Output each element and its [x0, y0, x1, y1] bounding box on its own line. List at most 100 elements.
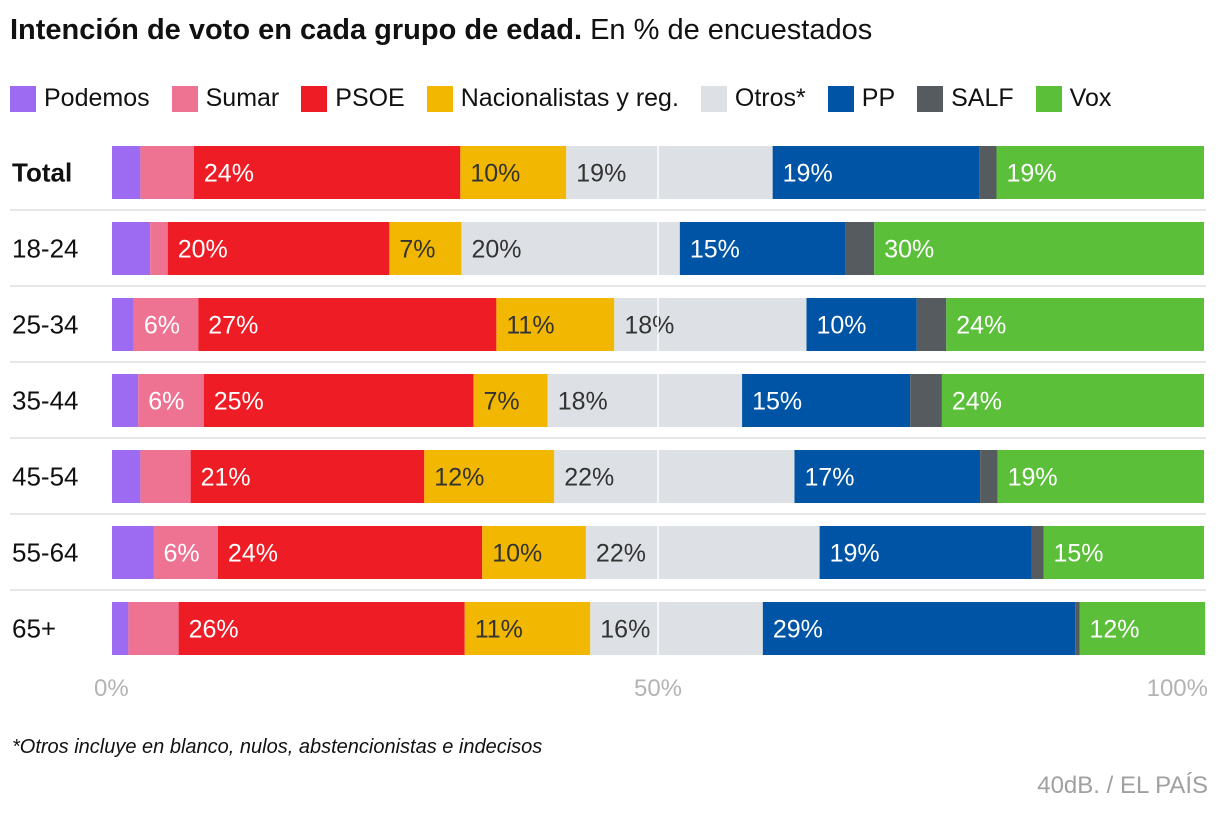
bar-segment: [772, 146, 980, 199]
segment-label: 20%: [178, 236, 228, 264]
x-tick-label: 50%: [634, 675, 682, 702]
bar-segment: [845, 222, 875, 275]
segment-label: 12%: [434, 464, 484, 492]
segment-label: 29%: [773, 616, 823, 644]
bar-segment: [217, 526, 483, 579]
segment-label: 19%: [783, 160, 833, 188]
segment-label: 19%: [576, 160, 626, 188]
row-label: 25-34: [12, 310, 79, 340]
segment-label: 15%: [690, 236, 740, 264]
row-label: Total: [12, 158, 72, 188]
legend-item: PP: [827, 84, 896, 113]
chart-title: Intención de voto en cada grupo de edad.…: [10, 14, 872, 47]
bar-segment: [193, 146, 461, 199]
legend-item: Otros*: [700, 84, 806, 113]
bar-segment: [496, 298, 615, 351]
segment-label: 25%: [214, 388, 264, 416]
legend-item: Podemos: [10, 84, 150, 113]
bar-segment: [153, 526, 218, 579]
legend-label: Sumar: [205, 84, 280, 112]
row-label: 18-24: [12, 234, 79, 264]
segment-label: 6%: [144, 312, 180, 340]
legend: Podemos Sumar PSOE Nacionalistas y reg. Otro…: [10, 84, 1133, 113]
bar-segment: [150, 222, 168, 275]
legend-label: SALF: [951, 84, 1014, 112]
segment-label: 15%: [1053, 540, 1103, 568]
legend-swatch: [10, 85, 36, 112]
bar-segment: [762, 602, 1076, 655]
bar-segment: [112, 374, 139, 427]
bar-segment: [1031, 526, 1044, 579]
legend-label: Vox: [1069, 84, 1112, 112]
bar-segment: [585, 526, 820, 579]
segment-label: 10%: [817, 312, 867, 340]
bar-segment: [590, 602, 763, 655]
bar-segment: [133, 298, 199, 351]
segment-label: 20%: [471, 236, 521, 264]
legend-label: PP: [861, 84, 896, 112]
bar-segment: [1043, 526, 1204, 579]
bar-segment: [112, 222, 151, 275]
legend-swatch: [827, 85, 854, 112]
segment-label: 24%: [204, 160, 254, 188]
bar-segment: [566, 146, 773, 199]
legend-swatch: [301, 85, 328, 112]
segment-label: 18%: [624, 312, 674, 340]
bar-segment: [461, 222, 680, 275]
segment-label: 19%: [830, 540, 880, 568]
bar-segment: [482, 526, 586, 579]
legend-item: Sumar: [171, 84, 280, 113]
bar-segment: [112, 146, 141, 199]
segment-label: 12%: [1090, 616, 1140, 644]
bar-segment: [742, 374, 911, 427]
bar-segment: [941, 374, 1204, 427]
bar-segment: [806, 298, 917, 351]
segment-label: 26%: [189, 616, 239, 644]
bar-segment: [190, 450, 425, 503]
bar-segment: [910, 374, 942, 427]
footnote: *Otros incluye en blanco, nulos, abstenc…: [12, 736, 543, 758]
bar-segment: [464, 602, 591, 655]
bar-segment: [198, 298, 497, 351]
title-bold: Intención de voto en cada grupo de edad.: [10, 14, 583, 46]
segment-label: 11%: [506, 312, 554, 340]
legend-label: PSOE: [335, 84, 405, 112]
legend-label: Podemos: [44, 84, 150, 112]
bar-segment: [1075, 602, 1080, 655]
segment-label: 30%: [884, 236, 934, 264]
row-label: 45-54: [12, 462, 79, 492]
segment-label: 24%: [228, 540, 278, 568]
row-label: 55-64: [12, 538, 79, 568]
row-label: 65+: [12, 614, 56, 644]
bar-segment: [112, 526, 154, 579]
x-tick-label: 100%: [1147, 675, 1208, 702]
segment-label: 7%: [399, 236, 435, 264]
source: 40dB. / EL PAÍS: [1037, 772, 1208, 799]
segment-label: 11%: [475, 616, 523, 644]
bar-segment: [874, 222, 1204, 275]
segment-label: 16%: [600, 616, 650, 644]
bar-segment: [389, 222, 462, 275]
bar-segment: [946, 298, 1204, 351]
bar-segment: [138, 374, 204, 427]
legend-item: SALF: [917, 84, 1014, 113]
legend-item: Nacionalistas y reg.: [426, 84, 679, 113]
segment-label: 10%: [470, 160, 520, 188]
bar-segment: [140, 450, 191, 503]
bar-segment: [554, 450, 795, 503]
bar-segment: [424, 450, 555, 503]
bar-segment: [167, 222, 390, 275]
bar-segment: [203, 374, 474, 427]
bar-segment: [916, 298, 947, 351]
bar-segment: [112, 602, 129, 655]
bar-segment: [178, 602, 465, 655]
legend-label: Otros*: [734, 84, 806, 112]
segment-label: 22%: [564, 464, 614, 492]
segment-label: 22%: [596, 540, 646, 568]
segment-label: 18%: [558, 388, 608, 416]
segment-label: 6%: [148, 388, 184, 416]
bar-segment: [614, 298, 807, 351]
x-tick-label: 0%: [94, 675, 129, 702]
bar-segment: [980, 450, 998, 503]
bar-segment: [679, 222, 846, 275]
